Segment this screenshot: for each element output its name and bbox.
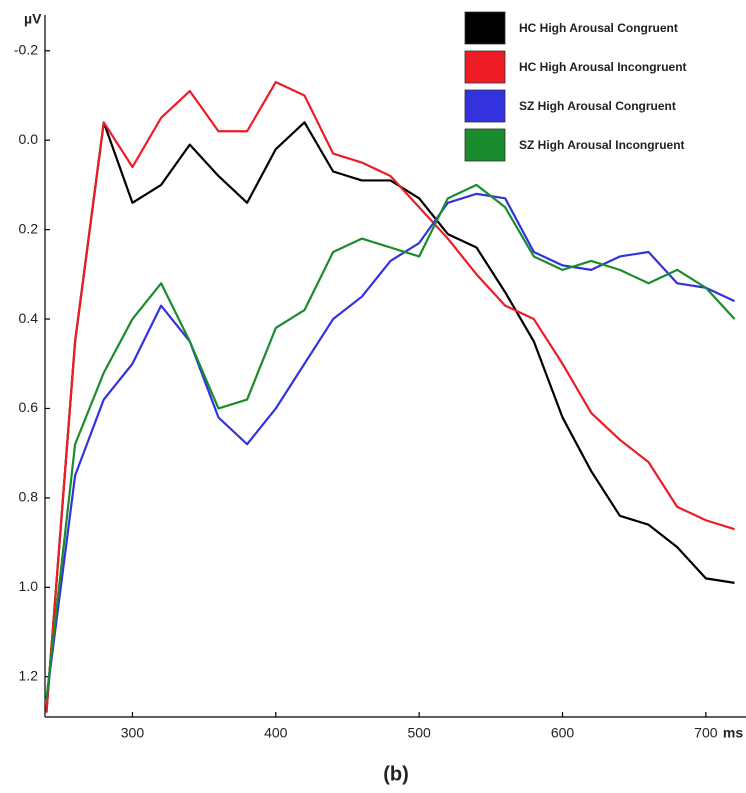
x-tick-label: 500 — [407, 725, 431, 741]
y-tick-label: -0.2 — [14, 41, 38, 57]
legend-swatch — [464, 50, 506, 84]
y-tick-label: 0.4 — [19, 310, 39, 326]
series-line — [45, 192, 735, 700]
legend-swatch — [464, 128, 506, 162]
y-tick-label: 0.0 — [19, 131, 39, 147]
y-tick-label: 0.2 — [19, 220, 39, 236]
series-line — [45, 80, 735, 713]
x-axis-label: ms — [723, 725, 743, 741]
caption: (b) — [383, 763, 409, 785]
legend-label: HC High Arousal Incongruent — [519, 60, 687, 74]
legend-label: SZ High Arousal Congruent — [519, 99, 676, 113]
plot-area — [45, 80, 736, 713]
y-axis-label: µV — [24, 11, 42, 27]
y-tick-label: 1.0 — [19, 578, 39, 594]
y-tick-label: 1.2 — [19, 667, 39, 683]
legend-swatch — [464, 89, 506, 123]
legend-label: SZ High Arousal Incongruent — [519, 138, 685, 152]
series-line — [45, 183, 736, 700]
x-tick-label: 600 — [551, 725, 575, 741]
y-tick-label: 0.8 — [19, 489, 39, 505]
y-tick-label: 0.6 — [19, 399, 39, 415]
x-tick-label: 700 — [694, 725, 718, 741]
legend-label: HC High Arousal Congruent — [519, 21, 678, 35]
x-tick-label: 400 — [264, 725, 288, 741]
x-tick-label: 300 — [121, 725, 145, 741]
series-line — [45, 121, 735, 713]
legend-swatch — [464, 11, 506, 45]
